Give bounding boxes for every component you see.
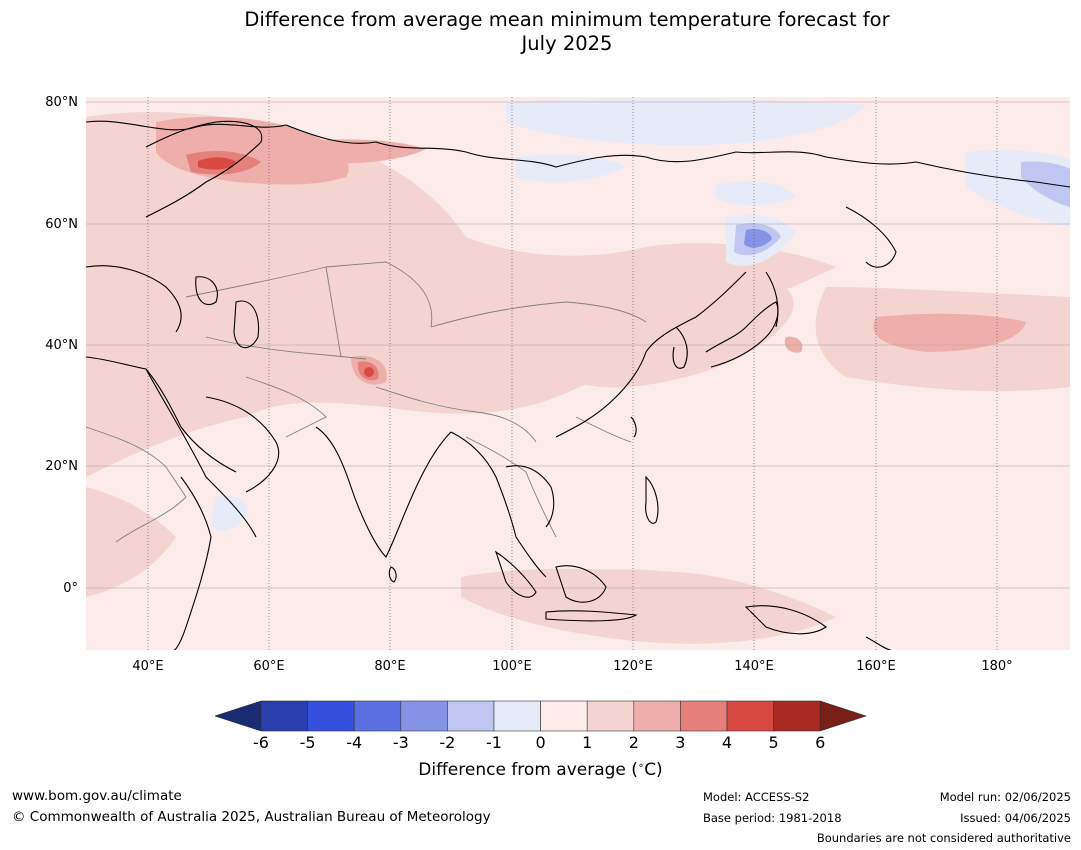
model-name: Model: ACCESS-S2 [703,790,810,804]
lat-label-80n: 80°N [45,95,78,110]
colorbar-cell [400,700,448,732]
colorbar-tick-label: 2 [628,733,639,752]
lon-label-180: 180° [981,659,1013,674]
colorbar-tick-label: 4 [721,733,733,752]
base-period: Base period: 1981-2018 [703,811,842,825]
lon-label-80e: 80°E [374,659,406,674]
website-link[interactable]: www.bom.gov.au/climate [12,788,182,804]
model-run-date: Model run: 02/06/2025 [939,790,1071,804]
colorbar-tick-label: 1 [582,733,593,752]
colorbar-cell [540,700,588,732]
colorbar-cell [447,700,495,732]
lon-label-40e: 40°E [132,659,164,674]
colorbar-cell [726,700,774,732]
colorbar-cell [633,700,681,732]
colorbar-tick-label: 6 [815,733,826,752]
colorbar-cell [260,700,308,732]
lon-label-140e: 140°E [734,659,774,674]
colorbar-cell [493,700,541,732]
colorbar-label: Difference from average (∘C) [418,760,663,780]
colorbar-cell [353,700,402,732]
boundaries-disclaimer: Boundaries are not considered authoritat… [816,831,1071,845]
title-line-1: Difference from average mean minimum tem… [244,8,890,31]
lat-label-0: 0° [63,581,78,596]
copyright-notice: © Commonwealth of Australia 2025, Austra… [12,809,491,825]
map-title: Difference from average mean minimum tem… [0,8,1081,56]
country-boundaries [86,261,647,543]
colorbar [215,700,867,732]
colorbar-tick-label: -5 [299,733,316,752]
map-canvas [86,97,1070,650]
title-line-2: July 2025 [521,32,613,55]
lat-label-60n: 60°N [45,217,78,232]
anomaly-minus-2-to-minus-3 [744,229,772,248]
colorbar-tick-label: 3 [675,733,686,752]
colorbar-cell [586,700,635,732]
forecast-map [86,97,1070,650]
colorbar-tick-label: -1 [486,733,502,752]
lon-label-120e: 120°E [613,659,653,674]
coastlines [86,120,1070,650]
colorbar-tick-label: -4 [346,733,363,752]
lat-label-20n: 20°N [45,459,78,474]
colorbar-tick-label: -2 [439,733,456,752]
colorbar-cell [773,700,821,732]
anomaly-4-to-5 [198,157,374,377]
colorbar-tick-label: 5 [768,733,779,752]
colorbar-extend-low [215,700,262,732]
anomaly-1-to-2 [86,112,1070,644]
colorbar-tick-label: -6 [253,733,269,752]
colorbar-tick-label: 0 [535,733,546,752]
lon-label-100e: 100°E [492,659,532,674]
lat-label-40n: 40°N [45,338,78,353]
colorbar-extend-high [819,700,867,732]
lon-label-160e: 160°E [856,659,896,674]
colorbar-cell [680,700,728,732]
latitude-gridlines [86,101,1070,589]
colorbar-tick-label: -3 [392,733,409,752]
lon-label-60e: 60°E [253,659,285,674]
colorbar-cell [307,700,355,732]
issued-date: Issued: 04/06/2025 [960,811,1071,825]
anomaly-0-to-minus-1 [211,98,1070,532]
